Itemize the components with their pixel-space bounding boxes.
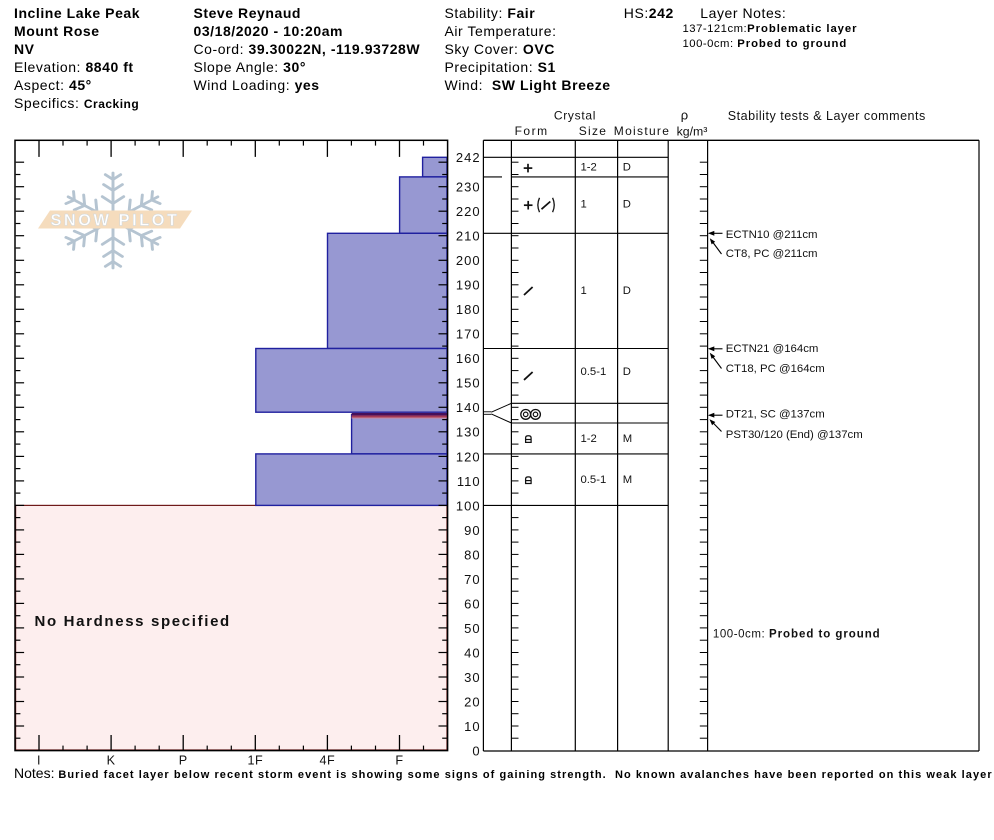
svg-text:1-2: 1-2 bbox=[581, 433, 597, 445]
svg-text:50: 50 bbox=[464, 621, 480, 636]
svg-text:150: 150 bbox=[456, 376, 481, 391]
svg-text:ECTN21 @164cm: ECTN21 @164cm bbox=[726, 343, 819, 355]
svg-text:K: K bbox=[107, 753, 116, 767]
svg-text:180: 180 bbox=[456, 302, 481, 317]
svg-text:SNOW PILOT: SNOW PILOT bbox=[50, 211, 179, 229]
svg-text:No Hardness specified: No Hardness specified bbox=[35, 613, 231, 630]
svg-text:DT21, SC @137cm: DT21, SC @137cm bbox=[726, 409, 825, 421]
svg-text:P: P bbox=[179, 753, 188, 767]
svg-text:D: D bbox=[623, 199, 631, 211]
svg-text:Crystal: Crystal bbox=[554, 109, 596, 123]
svg-text:1-2: 1-2 bbox=[581, 162, 597, 174]
svg-text:90: 90 bbox=[464, 523, 480, 538]
svg-text:0: 0 bbox=[472, 743, 480, 758]
svg-text:100-0cm: Probed to ground: 100-0cm: Probed to ground bbox=[713, 629, 881, 641]
svg-text:Size: Size bbox=[579, 124, 608, 138]
svg-text:70: 70 bbox=[464, 572, 480, 587]
svg-text:40: 40 bbox=[464, 645, 480, 660]
svg-text:110: 110 bbox=[457, 474, 481, 489]
svg-text:F: F bbox=[395, 753, 403, 767]
svg-text:ECTN10 @211cm: ECTN10 @211cm bbox=[726, 229, 818, 241]
svg-text:230: 230 bbox=[456, 180, 481, 195]
svg-text:1: 1 bbox=[581, 285, 587, 297]
svg-text:0.5-1: 0.5-1 bbox=[581, 474, 607, 486]
svg-text:170: 170 bbox=[456, 327, 481, 342]
svg-text:20: 20 bbox=[464, 694, 480, 709]
svg-text:D: D bbox=[623, 366, 631, 378]
svg-text:140: 140 bbox=[456, 400, 481, 415]
svg-text:120: 120 bbox=[456, 449, 481, 464]
svg-text:80: 80 bbox=[464, 547, 480, 562]
svg-text:160: 160 bbox=[456, 351, 481, 366]
svg-text:220: 220 bbox=[456, 204, 481, 219]
svg-text:D: D bbox=[623, 162, 631, 174]
svg-text:M: M bbox=[623, 474, 632, 486]
svg-text:200: 200 bbox=[456, 253, 481, 268]
svg-text:CT8, PC @211cm: CT8, PC @211cm bbox=[726, 248, 818, 260]
svg-text:Stability tests & Layer commen: Stability tests & Layer comments bbox=[728, 109, 926, 123]
svg-text:210: 210 bbox=[456, 229, 481, 244]
svg-text:D: D bbox=[623, 285, 631, 297]
svg-text:0.5-1: 0.5-1 bbox=[581, 366, 607, 378]
svg-text:1: 1 bbox=[581, 199, 587, 211]
svg-text:I: I bbox=[37, 753, 41, 767]
svg-text:130: 130 bbox=[456, 425, 481, 440]
svg-text:30: 30 bbox=[464, 670, 480, 685]
svg-text:4F: 4F bbox=[320, 753, 336, 767]
svg-text:242: 242 bbox=[456, 150, 481, 165]
svg-text:60: 60 bbox=[464, 596, 480, 611]
svg-text:10: 10 bbox=[464, 719, 480, 734]
svg-text:Form: Form bbox=[515, 124, 549, 138]
svg-text:Moisture: Moisture bbox=[614, 124, 670, 138]
svg-text:CT18, PC @164cm: CT18, PC @164cm bbox=[726, 363, 825, 375]
svg-text:100: 100 bbox=[456, 498, 481, 513]
svg-text:PST30/120 (End) @137cm: PST30/120 (End) @137cm bbox=[726, 429, 863, 441]
svg-text:kg/m³: kg/m³ bbox=[677, 124, 708, 138]
svg-text:1F: 1F bbox=[247, 753, 263, 767]
svg-text:190: 190 bbox=[456, 278, 481, 293]
svg-text:ρ: ρ bbox=[681, 107, 688, 122]
svg-text:M: M bbox=[623, 433, 632, 445]
